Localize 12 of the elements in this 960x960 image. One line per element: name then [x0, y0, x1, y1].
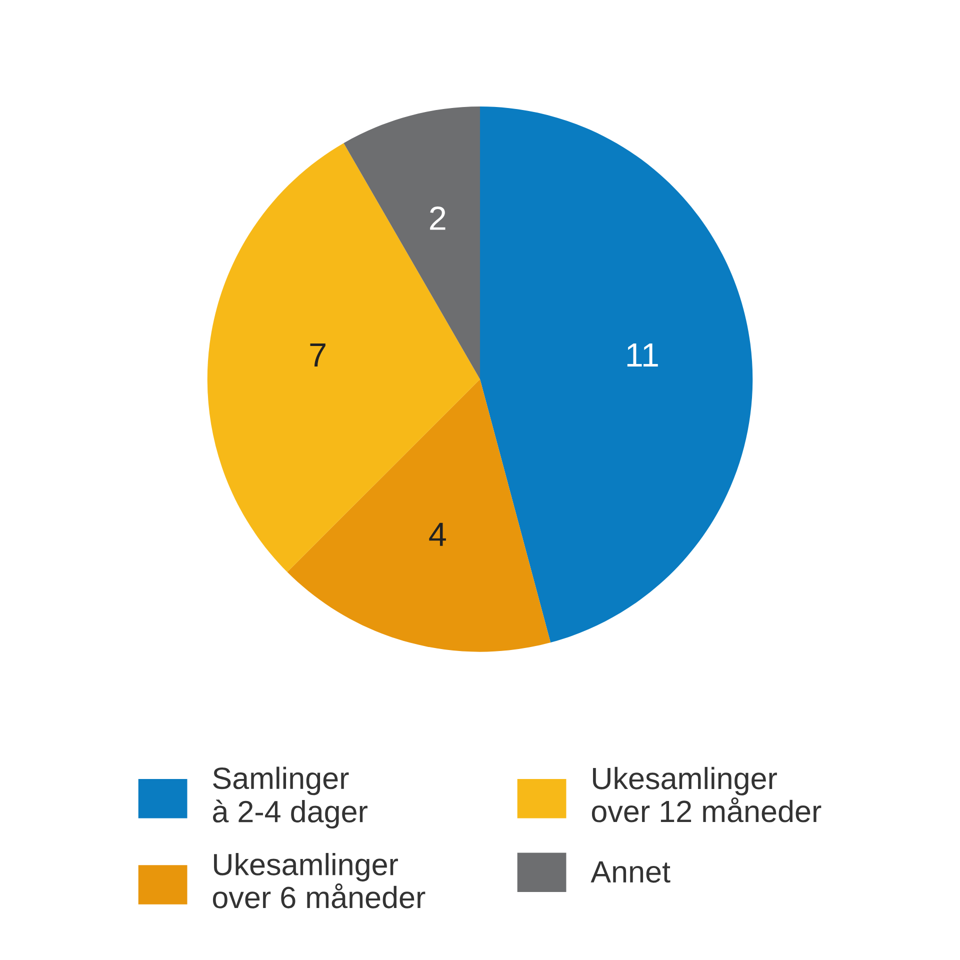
legend-label: Annet	[590, 861, 670, 883]
legend-label: Samlinger à 2-4 dager	[212, 766, 368, 829]
pie-slice	[480, 106, 753, 643]
pie-slice	[207, 143, 480, 572]
data-label: 2	[430, 206, 446, 230]
data-label: 4	[429, 522, 446, 546]
data-label: 11	[627, 344, 658, 366]
legend-label: Ukesamlinger over 6 måneder	[212, 852, 426, 908]
data-label: 7	[310, 344, 326, 366]
pie-slice	[287, 379, 551, 652]
legend-label: Ukesamlinger over 12 måneder	[592, 766, 822, 822]
pie-slice	[344, 106, 480, 380]
